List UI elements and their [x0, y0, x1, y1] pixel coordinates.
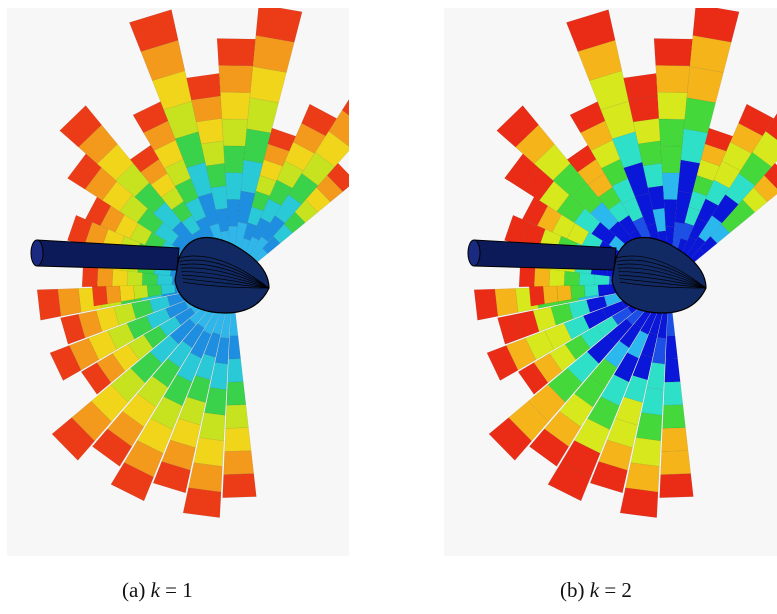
- fan-blade: [488, 301, 650, 461]
- hub: [611, 236, 707, 314]
- fan-blade: [497, 288, 642, 345]
- fan-blade: [92, 305, 217, 467]
- caption-a-value: 1: [182, 578, 193, 602]
- fan-blade: [81, 263, 203, 288]
- fan-blade: [129, 9, 226, 256]
- fan-blade: [529, 305, 654, 467]
- fan-blade: [110, 308, 222, 502]
- fan-blade: [684, 113, 777, 261]
- caption-b-relation: =: [599, 578, 622, 602]
- fan-blade: [671, 8, 740, 255]
- fan-blade: [653, 38, 693, 254]
- fan-blade: [132, 101, 222, 258]
- fan-blade: [517, 297, 647, 395]
- caption-a: (a) k = 1: [122, 578, 193, 603]
- render-k1: [30, 8, 349, 518]
- fan-blade: [623, 73, 668, 254]
- fan-blade: [688, 162, 777, 265]
- fan-blade: [152, 310, 226, 494]
- fan-blade: [186, 73, 231, 254]
- fan-blade: [182, 312, 231, 518]
- fan-blade: [216, 38, 256, 254]
- fan-blade: [67, 153, 210, 268]
- fan-blade: [566, 144, 655, 261]
- caption-b-variable: k: [589, 578, 600, 602]
- caption-b: (b) k = 2: [560, 578, 632, 603]
- fan-blade: [589, 310, 663, 494]
- fan-blade: [239, 127, 297, 256]
- caption-b-value: 2: [621, 578, 632, 602]
- fan-blade: [486, 293, 644, 381]
- fan-blade: [496, 105, 651, 264]
- fan-blade: [504, 153, 647, 268]
- hub: [174, 236, 270, 314]
- caption-a-label: (a): [122, 578, 146, 602]
- caption-b-label: (b): [560, 578, 585, 602]
- fan-blade: [243, 103, 338, 259]
- fan-blade: [619, 312, 668, 518]
- fan-blade: [49, 293, 207, 381]
- fan-blade: [51, 301, 213, 461]
- render-k2: [467, 8, 777, 518]
- caption-a-variable: k: [150, 578, 160, 602]
- figure-panel-b: [444, 8, 777, 556]
- figure-panel-a: [7, 8, 349, 556]
- fan-blade: [222, 312, 257, 499]
- fan-blade: [547, 308, 659, 502]
- fan-blade: [80, 297, 210, 395]
- fan-blade: [659, 312, 694, 499]
- caption-a-relation: =: [159, 578, 183, 602]
